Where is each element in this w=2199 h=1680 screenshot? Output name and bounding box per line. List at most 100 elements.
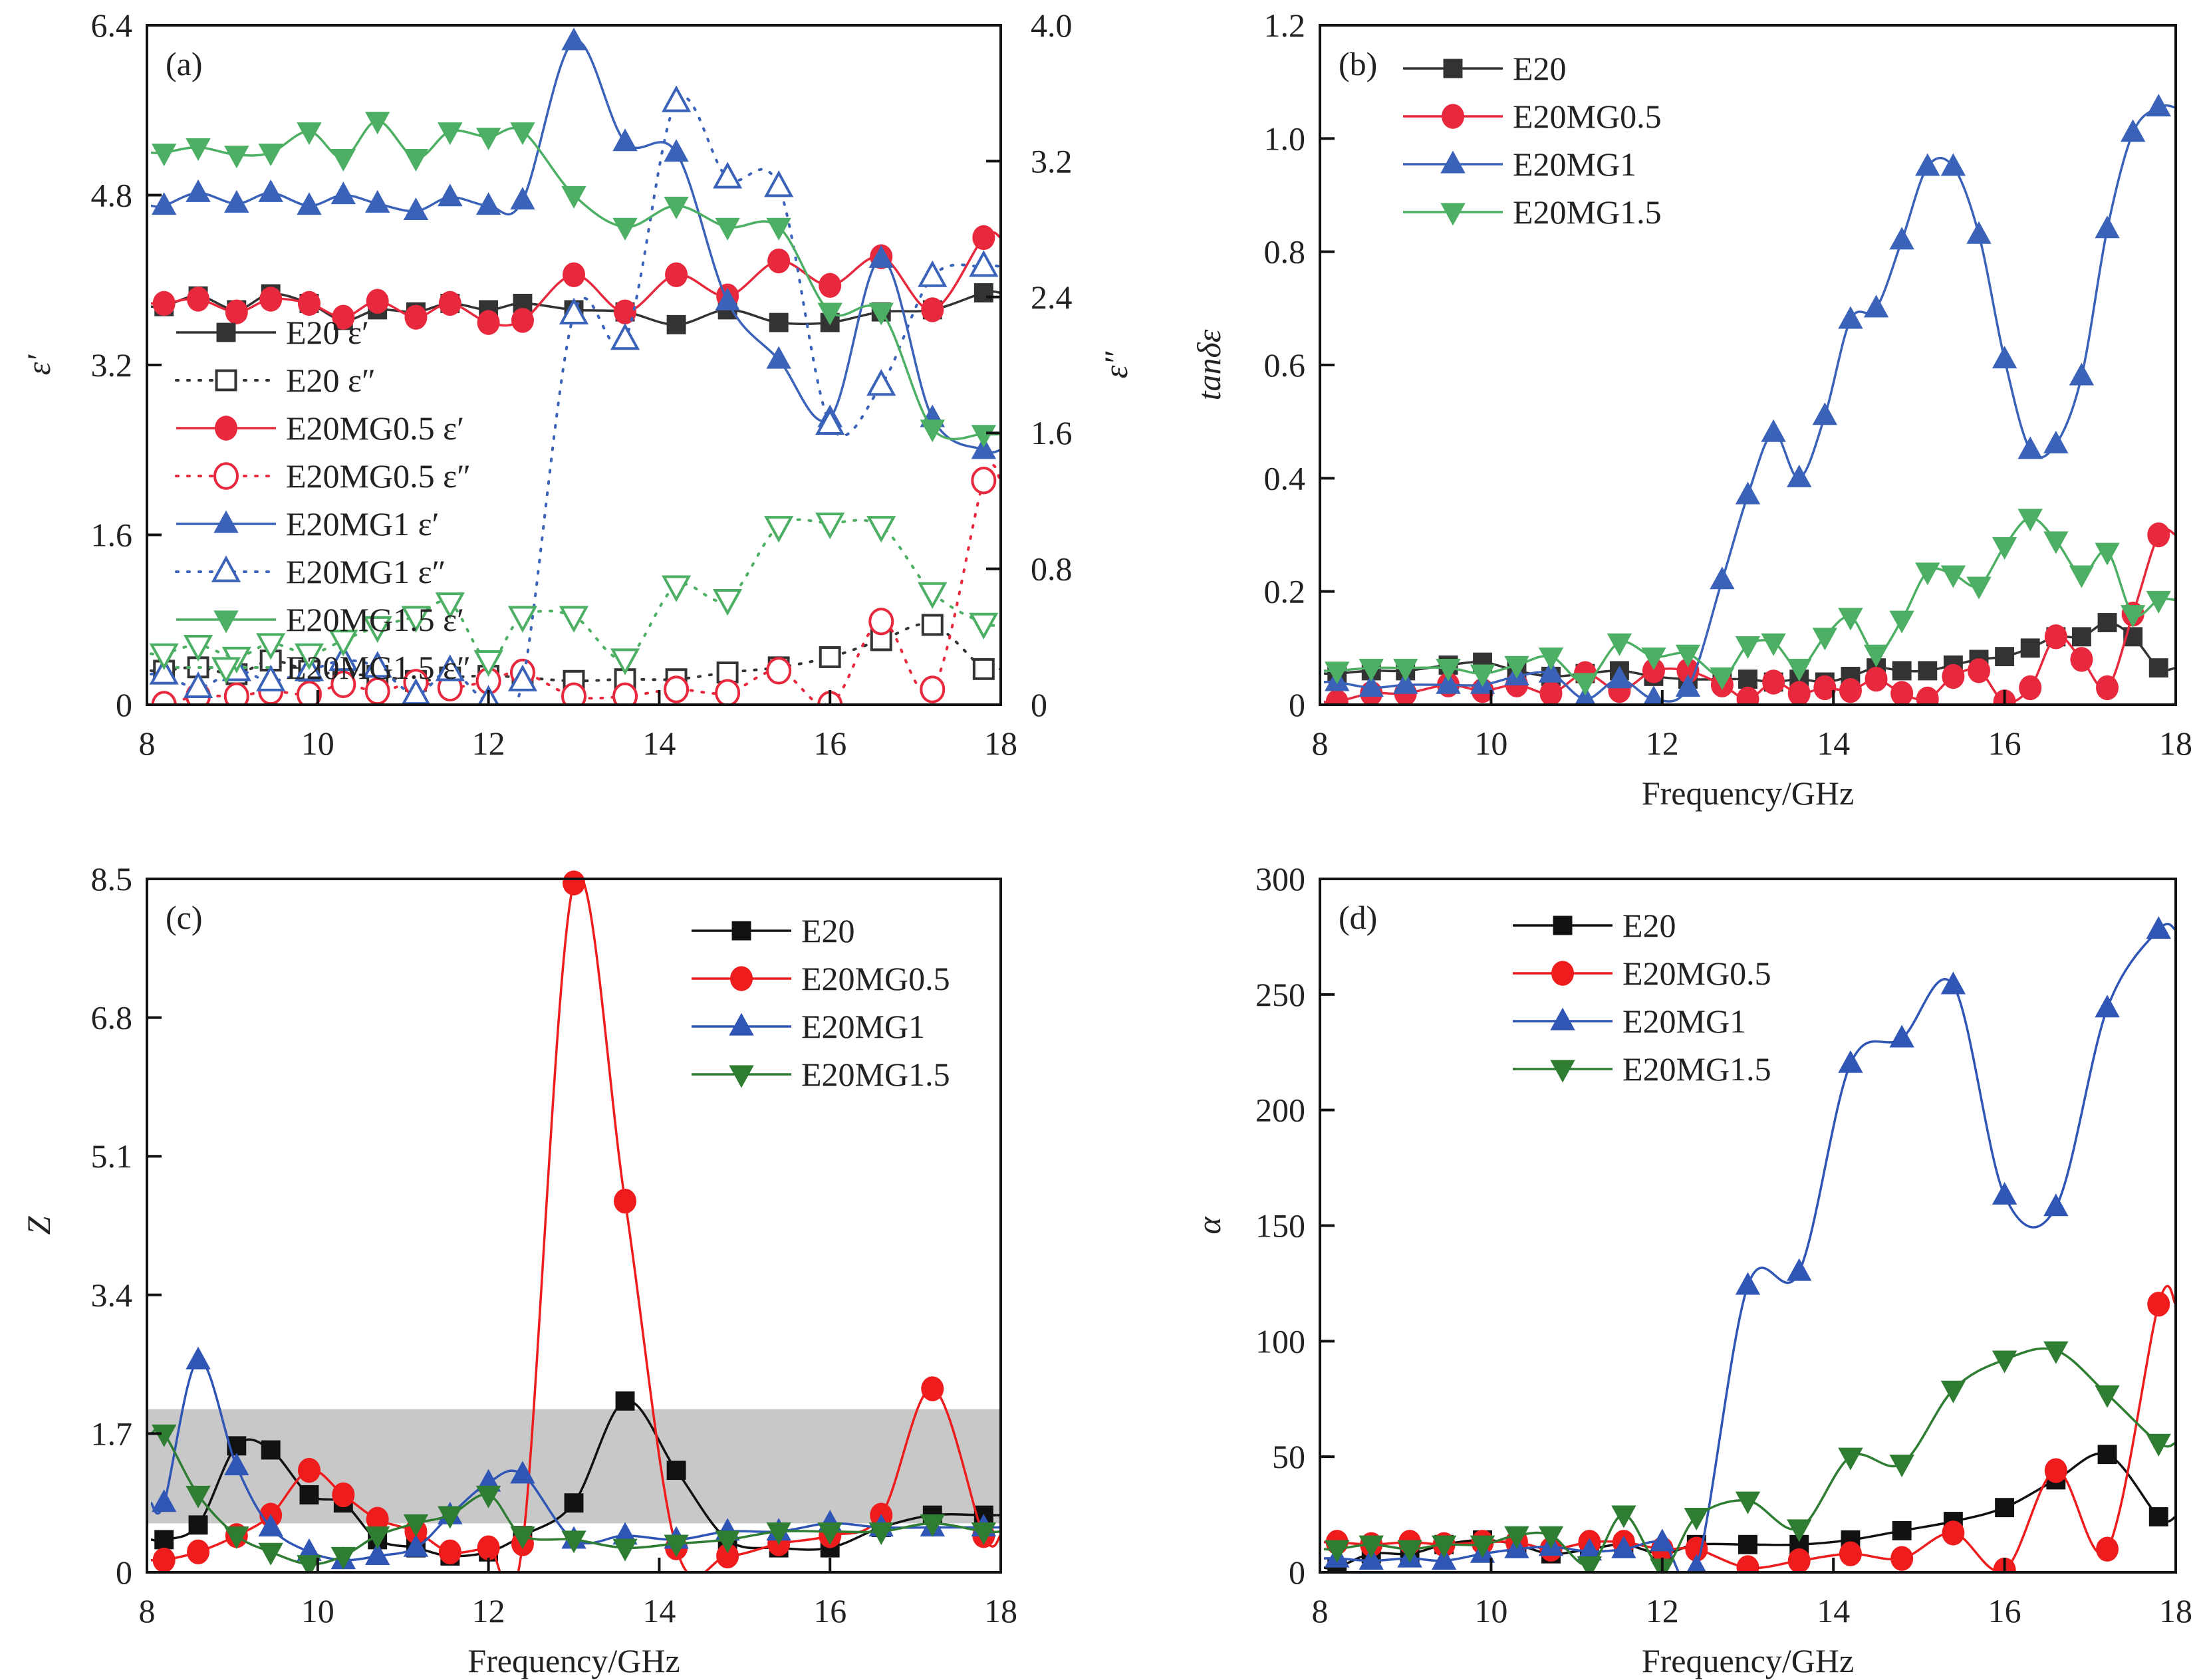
- data-point: [1738, 669, 1757, 689]
- data-point: [612, 682, 638, 705]
- data-point: [1918, 661, 1938, 681]
- y-tick-label: 3.2: [91, 346, 133, 384]
- data-point: [1940, 971, 1966, 995]
- y-tick-label: 0: [116, 1554, 132, 1591]
- x-tick-label: 8: [1312, 1592, 1329, 1629]
- data-point: [1762, 669, 1785, 695]
- x-tick-label: 12: [1646, 725, 1679, 762]
- data-point: [510, 1461, 535, 1484]
- legend-label: E20: [1622, 907, 1676, 944]
- data-point: [1892, 1520, 1912, 1540]
- data-point: [2147, 522, 2170, 548]
- data-point: [971, 467, 997, 495]
- data-point: [1358, 1547, 1384, 1570]
- data-point: [969, 612, 999, 640]
- panel-b: 8 10 12 14 16 18 0 0.2 0.4 0.6 0.8 1.0 1.2 Frequency/…: [1190, 7, 2192, 812]
- data-point: [224, 146, 249, 169]
- data-point: [1643, 685, 1664, 705]
- data-point: [183, 671, 213, 699]
- data-point: [297, 1555, 322, 1572]
- data-point: [475, 128, 501, 151]
- data-point: [1393, 659, 1418, 682]
- data-point: [297, 1457, 321, 1483]
- series-line-1: [1323, 1284, 2176, 1572]
- plot-frame: [146, 878, 1002, 1574]
- data-point: [330, 670, 356, 699]
- data-point: [187, 1539, 210, 1565]
- data-point: [1889, 227, 1914, 250]
- legend: E20 ε′ E20 ε″ E20MG0.5 ε′ E20MG0.5 ε″ E20MG1…: [175, 314, 471, 686]
- data-point: [1787, 681, 1811, 705]
- data-point: [152, 1547, 176, 1572]
- data-point: [1865, 666, 1888, 692]
- data-point: [475, 1485, 501, 1508]
- data-point: [561, 1530, 586, 1554]
- y-right-tick-label: 1.6: [1031, 414, 1073, 451]
- data-point: [868, 608, 894, 636]
- data-point: [186, 179, 211, 202]
- y-tick-label: 1.2: [1264, 7, 1306, 44]
- panel-label: (c): [166, 899, 203, 936]
- data-point: [507, 664, 538, 691]
- legend-label: E20MG0.5: [1622, 955, 1771, 992]
- data-point: [364, 112, 390, 135]
- data-point: [1607, 665, 1632, 689]
- data-point: [2148, 658, 2168, 678]
- data-point: [715, 217, 740, 241]
- plot-frame: [146, 24, 1002, 706]
- data-point: [1538, 648, 1564, 671]
- data-point: [1992, 1350, 2017, 1374]
- data-point: [366, 289, 389, 314]
- legend-label: E20MG0.5 ε′: [286, 410, 464, 447]
- data-point: [362, 616, 392, 644]
- data-point: [1736, 1555, 1759, 1572]
- data-point: [435, 654, 465, 681]
- data-point: [2097, 1445, 2117, 1465]
- data-point: [969, 250, 999, 277]
- data-point: [1735, 1491, 1761, 1514]
- data-point: [2146, 94, 2171, 117]
- data-point: [1504, 656, 1529, 679]
- y-right-tick-label: 0.8: [1031, 550, 1073, 588]
- data-point: [1966, 576, 1992, 600]
- y-tick-label: 250: [1255, 976, 1305, 1013]
- data-point: [1504, 1526, 1529, 1549]
- data-point: [1940, 1380, 1966, 1403]
- legend-marker: [213, 510, 239, 533]
- data-point: [1915, 153, 1940, 176]
- legend-marker: [1440, 150, 1466, 174]
- data-point: [2120, 605, 2146, 628]
- legend-label: E20MG1.5: [1513, 193, 1662, 231]
- data-point: [2043, 430, 2069, 453]
- data-point: [1889, 610, 1914, 634]
- legend-marker: [213, 462, 239, 490]
- plot-area: [1323, 916, 2176, 1572]
- data-point: [1325, 1540, 1350, 1563]
- y-right-axis-label: ε″: [1097, 351, 1134, 379]
- data-point: [614, 299, 637, 324]
- x-tick-label: 14: [1817, 1592, 1850, 1629]
- data-point: [1967, 658, 1990, 683]
- data-point: [332, 304, 355, 330]
- data-point: [2146, 1433, 2171, 1457]
- data-point: [1787, 464, 1812, 487]
- data-point: [615, 1391, 635, 1411]
- data-point: [2146, 916, 2171, 939]
- data-point: [1431, 1547, 1457, 1570]
- data-point: [2044, 1458, 2067, 1483]
- x-tick-label: 14: [642, 725, 676, 762]
- data-point: [1641, 648, 1666, 671]
- data-point: [256, 664, 286, 691]
- data-point: [330, 181, 356, 205]
- data-point: [223, 682, 249, 705]
- data-point: [1650, 1528, 1675, 1552]
- legend-marker: [1553, 915, 1573, 935]
- y-tick-label: 6.4: [91, 7, 133, 44]
- y-axis-label: Z: [20, 1215, 57, 1235]
- legend-label: E20: [801, 912, 855, 949]
- data-point: [1735, 1272, 1761, 1295]
- data-point: [2044, 624, 2067, 650]
- legend-label: E20: [1513, 50, 1567, 87]
- x-tick-label: 8: [139, 725, 156, 762]
- y-tick-label: 150: [1255, 1207, 1305, 1245]
